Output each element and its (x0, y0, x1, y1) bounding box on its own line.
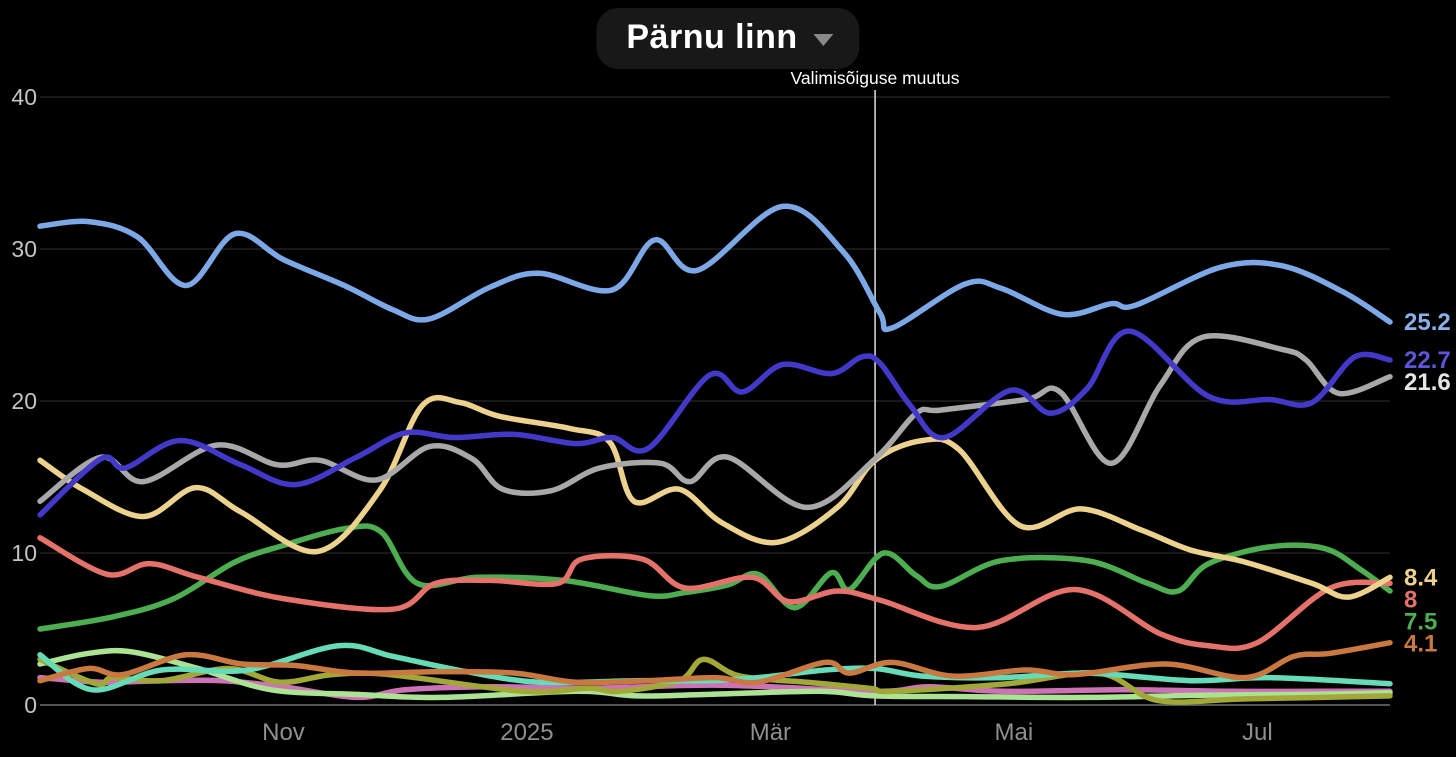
y-axis-tick-label: 10 (11, 540, 37, 566)
y-axis-tick-label: 0 (24, 692, 37, 718)
x-axis-tick-label: Jul (1242, 719, 1273, 746)
y-axis-tick-label: 30 (11, 236, 37, 262)
series-end-label-orange: 4.1 (1404, 630, 1437, 657)
x-axis-tick-label: Nov (262, 719, 305, 746)
y-axis-tick-label: 40 (11, 84, 37, 110)
series-line-red[interactable] (37, 535, 1393, 652)
series-end-label-gray: 21.6 (1404, 369, 1451, 396)
series-line-green[interactable] (37, 523, 1393, 632)
x-axis-tick-label: 2025 (500, 719, 553, 746)
x-axis-tick-label: Mai (995, 719, 1034, 746)
series-end-label-indigo: 22.7 (1404, 347, 1451, 374)
series-end-label-yellow: 8.4 (1404, 564, 1438, 591)
x-axis-tick-label: Mär (750, 719, 791, 746)
series-end-label-green: 7.5 (1404, 608, 1437, 635)
annotation-label: Valimisõiguse muutus (790, 68, 960, 88)
series-line-orange[interactable] (37, 639, 1393, 686)
y-axis-tick-label: 20 (11, 388, 37, 414)
series-line-gray[interactable] (37, 333, 1393, 511)
series-line-lightblue[interactable] (37, 203, 1393, 333)
series-end-label-red: 8 (1404, 586, 1417, 613)
series-line-indigo[interactable] (37, 328, 1393, 518)
chevron-down-icon (813, 33, 834, 46)
page-title: Pärnu linn (626, 18, 798, 56)
series-end-label-lightblue: 25.2 (1404, 309, 1451, 336)
region-selector[interactable]: Pärnu linn (596, 8, 860, 69)
series-line-teal[interactable] (37, 642, 1393, 693)
series-line-yellow[interactable] (37, 394, 1393, 600)
